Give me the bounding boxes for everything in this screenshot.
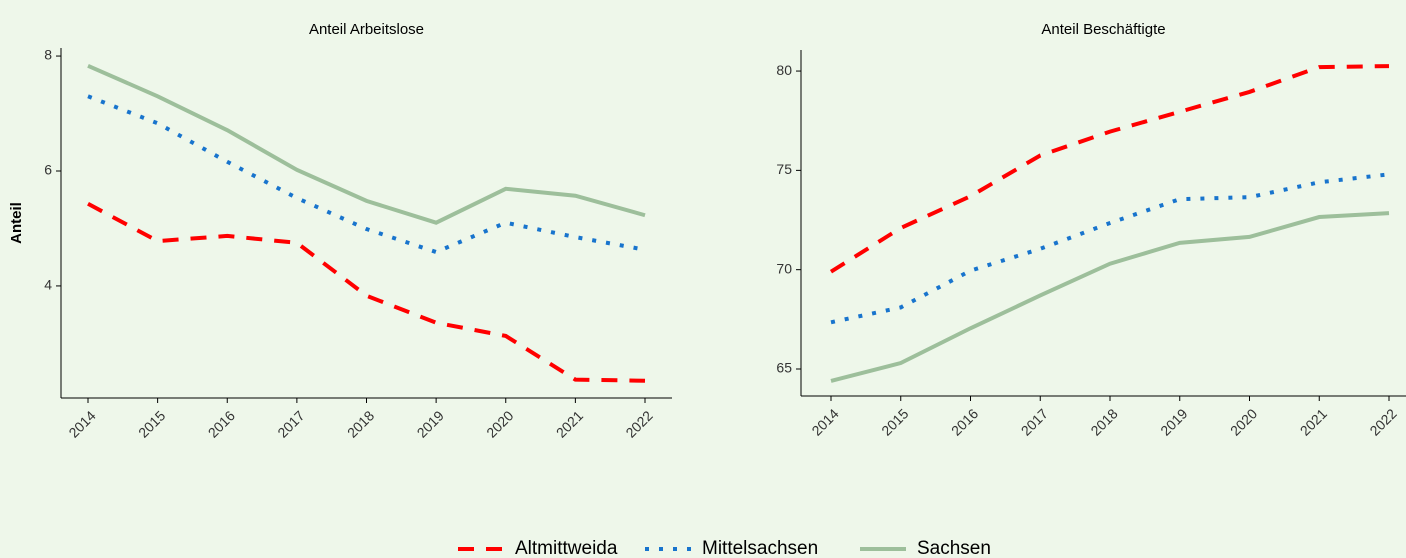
- y-tick-label: 80: [776, 62, 792, 78]
- x-tick-label: 2020: [1227, 405, 1260, 438]
- y-tick-label: 75: [776, 161, 792, 177]
- x-tick-label: 2015: [878, 405, 911, 438]
- x-tick-label: 2020: [483, 407, 516, 440]
- x-tick-label: 2014: [808, 405, 841, 438]
- x-tick-label: 2014: [65, 407, 98, 440]
- x-tick-label: 2021: [1297, 405, 1330, 438]
- chart-title: Anteil Beschäftigte: [1041, 21, 1165, 38]
- x-tick-label: 2017: [1018, 405, 1051, 438]
- x-tick-label: 2018: [1087, 405, 1120, 438]
- line-series: [87, 201, 646, 383]
- chart-title: Anteil Arbeitslose: [309, 21, 424, 38]
- line-series: [829, 64, 1390, 274]
- line-series: [87, 94, 646, 255]
- x-tick-label: 2019: [414, 407, 447, 440]
- x-tick-label: 2022: [622, 407, 655, 440]
- x-tick-label: 2015: [135, 407, 168, 440]
- y-axis-label: Anteil: [8, 202, 25, 244]
- y-tick-label: 65: [776, 360, 792, 376]
- x-tick-label: 2022: [1366, 405, 1399, 438]
- x-tick-label: 2018: [344, 407, 377, 440]
- x-tick-label: 2016: [948, 405, 981, 438]
- y-tick-label: 70: [776, 260, 792, 276]
- line-series: [87, 63, 646, 225]
- y-tick-label: 6: [44, 162, 52, 178]
- line-series: [830, 172, 1390, 325]
- legend-label: Altmittweida: [515, 538, 618, 558]
- y-tick-label: 4: [44, 277, 52, 293]
- x-tick-label: 2017: [274, 407, 307, 440]
- x-tick-label: 2019: [1157, 405, 1190, 438]
- legend-label: Mittelsachsen: [702, 538, 818, 558]
- line-series: [830, 211, 1390, 383]
- x-tick-label: 2016: [205, 407, 238, 440]
- legend-label: Sachsen: [917, 538, 991, 558]
- x-tick-label: 2021: [553, 407, 586, 440]
- y-tick-label: 8: [44, 47, 52, 63]
